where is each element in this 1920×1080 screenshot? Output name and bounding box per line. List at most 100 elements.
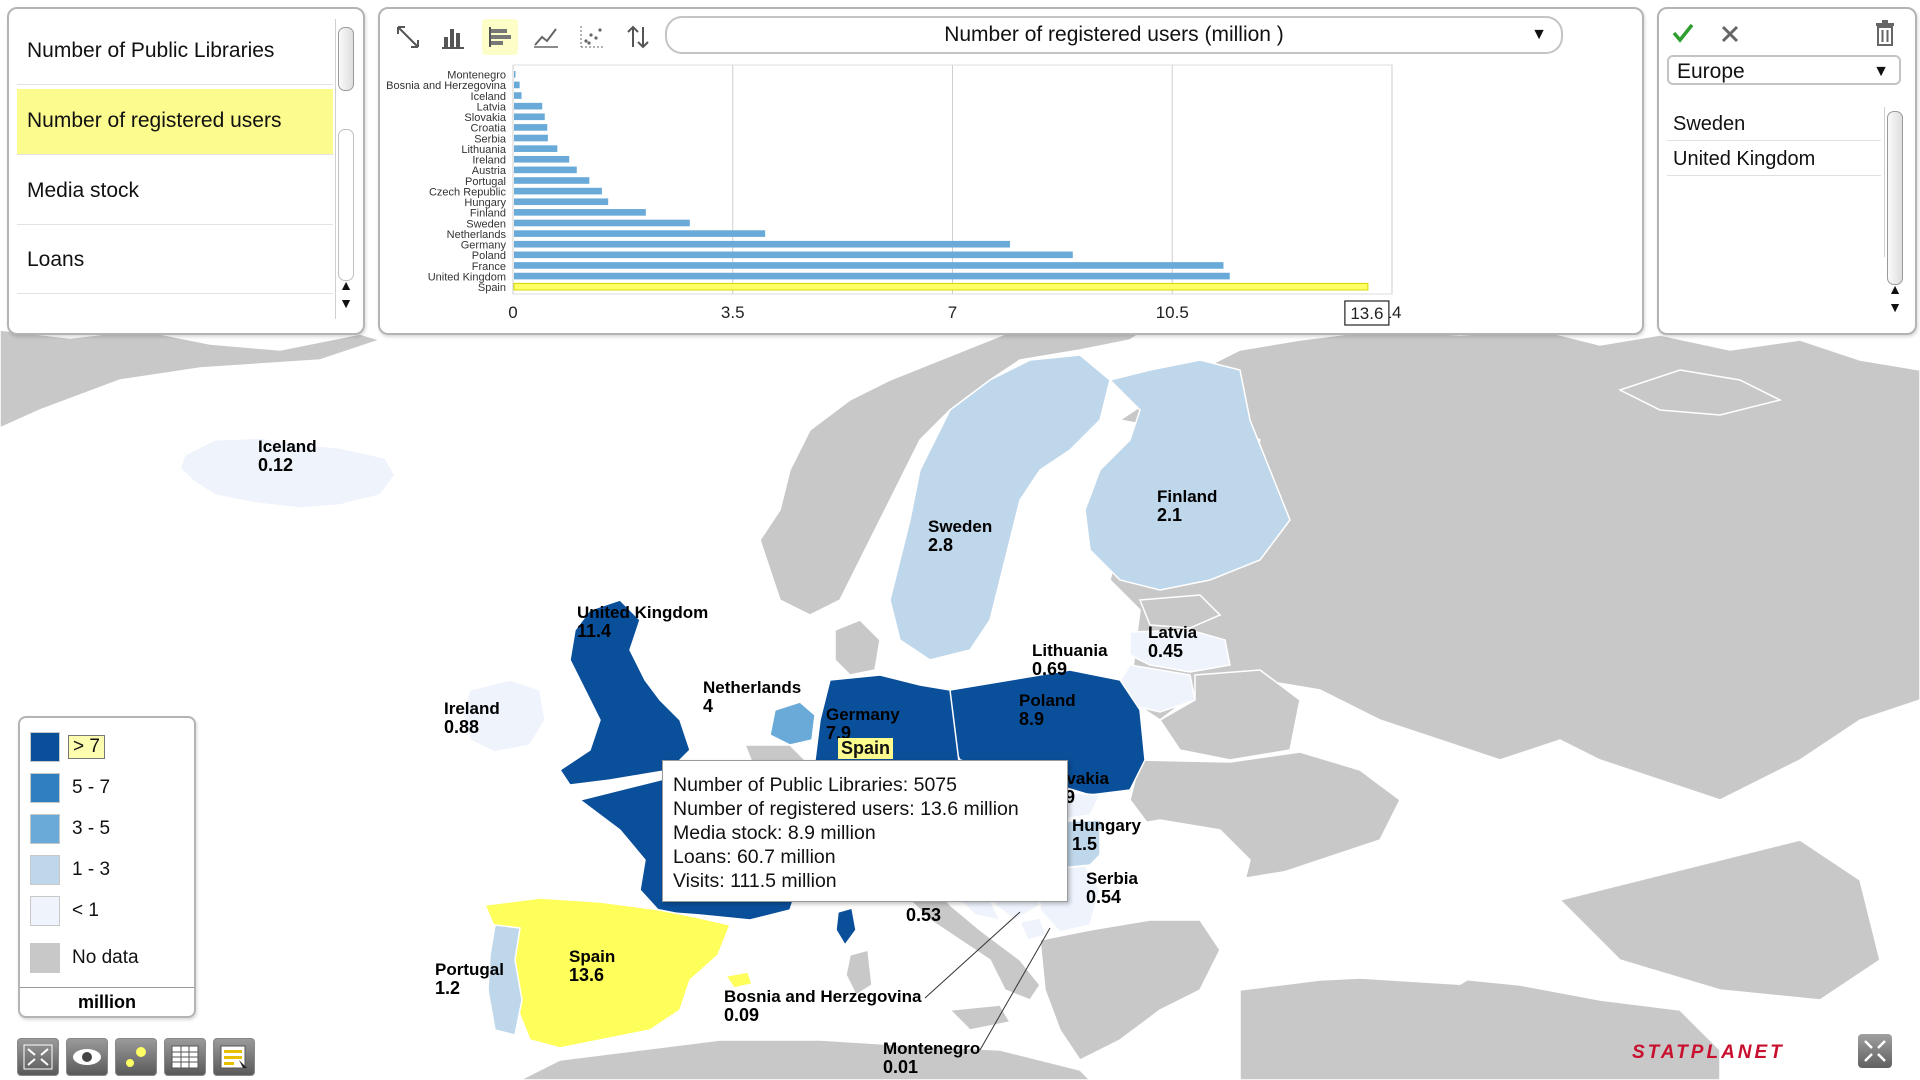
chart-bar[interactable]	[514, 272, 1230, 280]
map-finland[interactable]	[1084, 359, 1291, 591]
legend-item[interactable]: < 1	[30, 894, 99, 928]
check-icon[interactable]	[1671, 21, 1695, 45]
chart-y-tick-label: Montenegro	[447, 70, 506, 82]
chart-bar[interactable]	[514, 187, 602, 195]
chart-bar[interactable]	[514, 198, 609, 206]
chart-bar[interactable]	[514, 113, 545, 121]
chart-y-tick-label: Hungary	[464, 197, 506, 209]
tooltip-line: Loans: 60.7 million	[673, 846, 836, 868]
chart-bar[interactable]	[514, 81, 520, 89]
chart-bar[interactable]	[514, 251, 1073, 259]
chart-bar[interactable]	[514, 145, 558, 152]
chart-bar[interactable]	[514, 166, 577, 174]
map-label-spain: Spain 13.6	[569, 947, 616, 985]
legend-item[interactable]: > 7	[30, 730, 105, 764]
indicator-dropdown-value: Number of registered users (million )	[944, 23, 1284, 46]
map-iceland[interactable]	[179, 437, 396, 509]
chart-bar[interactable]	[514, 262, 1224, 269]
indicator-item-registered-users[interactable]: Number of registered users	[17, 89, 333, 155]
map-corsica	[835, 907, 857, 947]
map-ireland[interactable]	[461, 679, 546, 753]
indicator-item-media-stock[interactable]: Media stock	[17, 159, 333, 225]
chart-bar[interactable]	[514, 71, 516, 78]
legend-label: 5 - 7	[72, 777, 111, 798]
chart-highlight-value-box	[1344, 300, 1390, 326]
chart-bar[interactable]	[514, 240, 1011, 248]
selection-item-sweden[interactable]: Sweden	[1667, 107, 1881, 141]
trash-icon[interactable]	[1873, 19, 1897, 47]
scroll-down-arrow-icon[interactable]: ▼	[1888, 299, 1902, 315]
chart-bar[interactable]	[514, 102, 543, 110]
chart-y-tick-label: Latvia	[477, 101, 507, 113]
fullscreen-icon[interactable]	[1858, 1034, 1892, 1068]
chart-bar[interactable]	[514, 92, 522, 99]
map-north-africa	[519, 1039, 1092, 1080]
region-dropdown[interactable]: Europe ▼	[1667, 55, 1901, 85]
indicator-dropdown[interactable]: Number of registered users (million ) ▼	[665, 16, 1563, 54]
scatter-plot-icon[interactable]	[574, 19, 610, 55]
chart-y-tick-label: Germany	[461, 240, 507, 252]
chart-bar[interactable]	[514, 155, 570, 163]
scroll-up-arrow-icon[interactable]: ▲	[339, 277, 353, 293]
chart-bar[interactable]	[514, 209, 646, 216]
table-icon[interactable]	[164, 1038, 206, 1076]
chart-bar[interactable]	[514, 124, 548, 131]
map-caucasus	[1558, 839, 1881, 1001]
chart-y-tick-label: Serbia	[474, 133, 507, 145]
chart-x-tick-label: 10.5	[1156, 303, 1189, 322]
chart-bar[interactable]	[514, 177, 590, 184]
map-latvia[interactable]	[1129, 629, 1231, 673]
map-label-portugal: Portugal 1.2	[435, 960, 504, 998]
map-sweden[interactable]	[889, 354, 1111, 661]
map-norway	[759, 309, 1162, 616]
legend-item[interactable]: 5 - 7	[30, 771, 110, 805]
tooltip-line: Number of Public Libraries: 5075	[673, 774, 957, 796]
indicator-scroll-thumb[interactable]	[338, 27, 354, 91]
tooltip-line: Number of registered users: 13.6 million	[673, 798, 1019, 820]
legend-settings-icon[interactable]	[213, 1038, 255, 1076]
indicator-item-loans[interactable]: Loans	[17, 228, 333, 294]
statplanet-logo: STATPLANET	[1632, 1042, 1785, 1063]
chart-bar[interactable]	[513, 282, 1369, 291]
chart-y-tick-label: Slovakia	[464, 112, 506, 124]
indicator-scrollbar[interactable]	[335, 19, 354, 319]
chart-bar[interactable]	[514, 219, 690, 227]
horizontal-bar-chart-icon[interactable]	[482, 19, 518, 55]
sort-icon[interactable]	[620, 19, 656, 55]
legend-item[interactable]: No data	[30, 941, 139, 975]
bubble-icon[interactable]	[115, 1038, 157, 1076]
legend-label: 3 - 5	[72, 818, 111, 839]
legend-unit: million	[20, 987, 194, 1016]
expand-icon[interactable]	[390, 19, 426, 55]
chart-bar[interactable]	[514, 134, 548, 142]
map-sardinia	[845, 949, 873, 997]
scroll-up-arrow-icon[interactable]: ▲	[1888, 281, 1902, 297]
tooltip-line: Visits: 111.5 million	[673, 870, 837, 892]
chart-bar[interactable]	[514, 230, 766, 237]
map-label-iceland: Iceland 0.12	[258, 437, 317, 475]
legend-swatch	[30, 855, 60, 885]
indicator-item-public-libraries[interactable]: Number of Public Libraries	[17, 19, 333, 85]
map-united-kingdom[interactable]	[558, 599, 691, 786]
chart-y-tick-label: Finland	[470, 208, 506, 220]
legend-item[interactable]: 3 - 5	[30, 812, 110, 846]
bar-chart-icon[interactable]	[436, 19, 472, 55]
selection-item-united-kingdom[interactable]: United Kingdom	[1667, 142, 1881, 176]
map-label-lithuania: Lithuania 0.69	[1032, 641, 1108, 679]
chart-highlight-value: 13.6	[1350, 304, 1383, 323]
close-icon[interactable]	[1719, 23, 1741, 45]
line-chart-icon[interactable]	[528, 19, 564, 55]
country-tooltip: Number of Public Libraries: 5075 Number …	[662, 760, 1068, 902]
map-netherlands[interactable]	[769, 701, 816, 746]
fit-map-icon[interactable]	[17, 1038, 59, 1076]
chart-y-tick-label: Portugal	[465, 176, 506, 188]
tooltip-line: Media stock: 8.9 million	[673, 822, 876, 844]
chart-y-tick-label: United Kingdom	[428, 271, 506, 283]
map-portugal[interactable]	[487, 924, 523, 1036]
selection-scroll-thumb[interactable]	[1887, 111, 1903, 285]
scroll-down-arrow-icon[interactable]: ▼	[339, 295, 353, 311]
eye-icon[interactable]	[66, 1038, 108, 1076]
legend-item[interactable]: 1 - 3	[30, 853, 110, 887]
selection-scrollbar[interactable]	[1884, 107, 1903, 285]
